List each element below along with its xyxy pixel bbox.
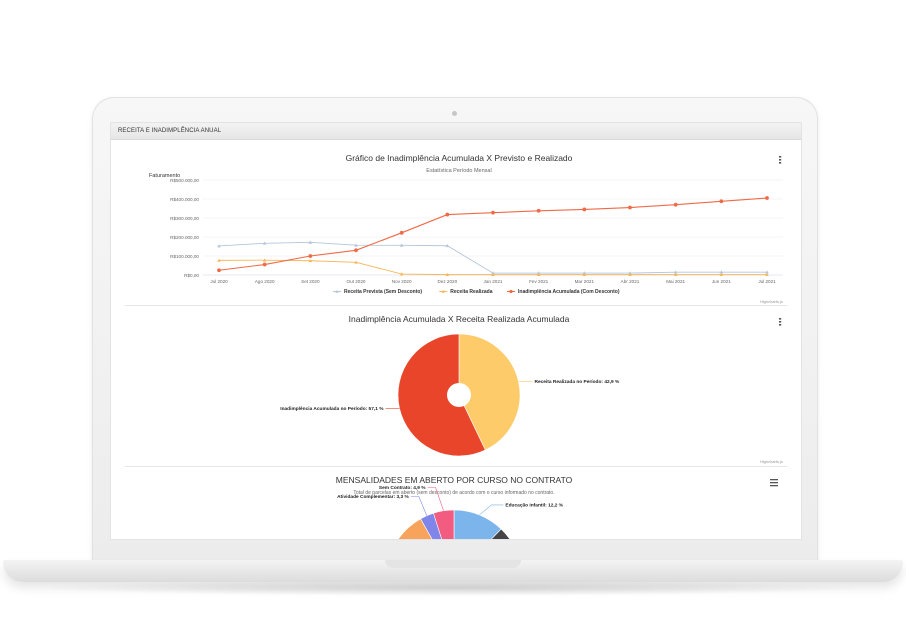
pie-data-label: Receita Realizada no Período: 42,9 %: [534, 379, 620, 385]
data-point: [673, 202, 678, 207]
line-chart-subtitle: Estatística Período Mensal: [426, 168, 491, 174]
pie-connector: [427, 487, 444, 511]
data-point: [308, 254, 313, 258]
course-pie-subtitle: Total de parcelas em aberto (sem descont…: [353, 490, 554, 496]
x-tick-label: Out 2020: [347, 279, 366, 284]
pie-data-label: Atividade Complementar: 3,3 %: [337, 494, 409, 500]
chart-credits[interactable]: Highcharts.js: [760, 299, 783, 304]
data-point: [217, 258, 221, 262]
data-point: [308, 240, 313, 244]
pie-data-label: Educação infantil: 12,2 %: [505, 503, 563, 509]
context-menu-button[interactable]: [775, 154, 785, 166]
legend-item[interactable]: Receita Realizada: [450, 289, 492, 295]
data-point: [354, 260, 358, 264]
x-tick-label: Set 2020: [301, 279, 320, 284]
laptop-notch: [385, 560, 521, 568]
course-pie-title: MENSALIDADES EM ABERTO POR CURSO NO CONT…: [336, 475, 573, 485]
data-point: [399, 272, 404, 276]
data-point: [491, 210, 495, 215]
chart-divider: [125, 466, 787, 467]
course-pie-chart: MENSALIDADES EM ABERTO POR CURSO NO CONT…: [336, 475, 781, 539]
pie-slice: [397, 518, 433, 539]
series-line: [218, 197, 768, 271]
x-tick-label: Jul 2021: [758, 279, 776, 284]
data-point: [765, 196, 769, 200]
data-point: [582, 207, 587, 212]
y-tick-label: R$100.000,00: [170, 254, 199, 259]
data-point: [217, 268, 221, 273]
legend-item[interactable]: Inadimplência Acumulada (Com Desconto): [518, 289, 620, 295]
hamburger-menu-icon[interactable]: [769, 477, 781, 488]
data-point: [582, 272, 587, 277]
x-tick-label: Nov 2020: [392, 279, 412, 284]
data-point: [536, 272, 541, 277]
data-point: [262, 258, 267, 262]
data-point: [673, 270, 678, 274]
data-point: [262, 262, 267, 267]
data-point: [765, 272, 769, 277]
legend-item[interactable]: Receita Prevista (Sem Desconto): [344, 289, 422, 295]
data-point: [628, 205, 632, 210]
line-chart: Gráfico de Inadimplência Acumulada X Pre…: [149, 153, 785, 304]
pie-chart: Inadimplência Acumulada X Receita Realiz…: [280, 314, 785, 464]
data-point: [628, 272, 632, 277]
pie-chart-title: Inadimplência Acumulada X Receita Realiz…: [349, 314, 570, 324]
data-point: [445, 243, 450, 248]
data-point: [536, 208, 541, 213]
data-point: [399, 230, 404, 235]
data-point: [217, 244, 221, 248]
x-tick-label: Mai 2021: [666, 279, 685, 284]
legend-symbol: [509, 289, 513, 294]
data-point: [673, 272, 678, 277]
pie-connector: [479, 504, 504, 516]
pie-slice[interactable]: [453, 509, 502, 539]
line-chart-title: Gráfico de Inadimplência Acumulada X Pre…: [346, 153, 573, 163]
x-tick-label: Ago 2020: [255, 279, 275, 284]
data-point: [765, 270, 769, 274]
x-tick-label: Jun 2021: [712, 279, 731, 284]
x-tick-label: Dez 2020: [437, 279, 457, 284]
x-tick-label: Mar 2021: [575, 279, 595, 284]
y-tick-label: R$500.000,00: [170, 178, 199, 183]
pie-data-label: Sem Contrato: 4,9 %: [379, 485, 426, 491]
y-tick-label: R$200.000,00: [170, 235, 199, 240]
legend-symbol: [441, 289, 445, 293]
data-point: [719, 270, 724, 274]
x-tick-label: Abr 2021: [621, 279, 640, 284]
y-tick-label: R$300.000,00: [170, 216, 199, 221]
pie-slice: [491, 528, 511, 539]
legend-symbol: [335, 289, 339, 293]
webcam-dot: [452, 111, 457, 116]
chart-divider: [125, 305, 787, 306]
data-point: [354, 248, 358, 253]
pie-data-label: Inadimplência Acumulada no Período: 57,1…: [280, 406, 384, 412]
data-point: [262, 241, 267, 245]
x-tick-label: Fev 2021: [529, 279, 549, 284]
data-point: [719, 199, 724, 204]
laptop-screen: RECEITA E INADIMPLÊNCIA ANUAL Gráfico de…: [110, 122, 802, 540]
pie-chart-container: Inadimplência Acumulada X Receita Realiz…: [111, 306, 801, 466]
pie-slice[interactable]: [458, 333, 521, 451]
panel-header: RECEITA E INADIMPLÊNCIA ANUAL: [111, 123, 801, 140]
chart-credits[interactable]: Highcharts.js: [760, 459, 783, 464]
pie-hole: [447, 383, 471, 407]
y-tick-label: R$400.000,00: [170, 197, 199, 202]
data-point: [399, 243, 404, 247]
y-tick-label: R$0,00: [184, 273, 199, 278]
data-point: [308, 258, 313, 263]
x-tick-label: Jul 2020: [210, 279, 228, 284]
data-point: [445, 272, 450, 277]
laptop-shadow: [40, 580, 866, 596]
pie-connector: [410, 496, 428, 516]
data-point: [491, 272, 495, 277]
laptop-base: [3, 560, 903, 582]
y-axis-title: Faturamento: [149, 173, 180, 179]
data-point: [719, 272, 724, 277]
data-point: [354, 243, 358, 247]
course-pie-container: MENSALIDADES EM ABERTO POR CURSO NO CONT…: [111, 467, 801, 539]
context-menu-button[interactable]: [775, 316, 785, 328]
x-tick-label: Jan 2021: [484, 279, 503, 284]
line-chart-container: Gráfico de Inadimplência Acumulada X Pre…: [111, 140, 801, 306]
data-point: [445, 212, 450, 217]
